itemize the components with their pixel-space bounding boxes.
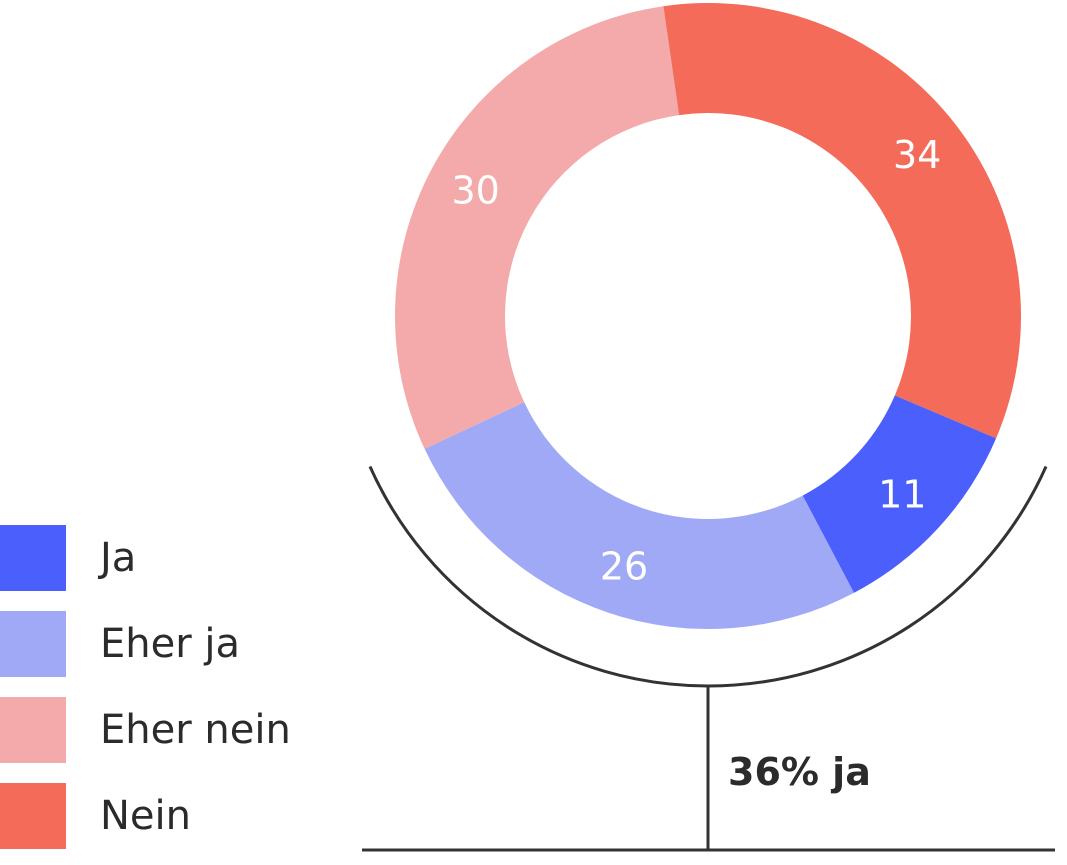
slice-value-label: 30 (451, 169, 499, 213)
slice-value-label: 34 (893, 133, 941, 177)
bracket-arc (368, 465, 1048, 688)
legend-label: Eher nein (100, 707, 291, 753)
legend-label: Ja (97, 535, 136, 581)
legend-swatch (0, 783, 66, 849)
legend-swatch (0, 697, 66, 763)
legend: Ja Eher ja Eher nein Nein (0, 525, 291, 849)
legend-label: Nein (100, 793, 191, 839)
slice-eher-nein (395, 6, 680, 449)
slice-ja (802, 395, 997, 593)
summary-label: 36% ja (728, 750, 871, 794)
slice-value-label: 11 (878, 473, 926, 517)
summary-bracket: 36% ja (362, 465, 1055, 852)
legend-swatch (0, 525, 66, 591)
slice-nein (663, 2, 1022, 439)
legend-label: Eher ja (100, 621, 240, 667)
legend-swatch (0, 611, 66, 677)
slice-value-label: 26 (600, 544, 648, 588)
slice-eher-ja (424, 402, 854, 629)
slice-labels: 11 26 30 34 (451, 133, 941, 588)
donut-slices (395, 2, 1022, 629)
